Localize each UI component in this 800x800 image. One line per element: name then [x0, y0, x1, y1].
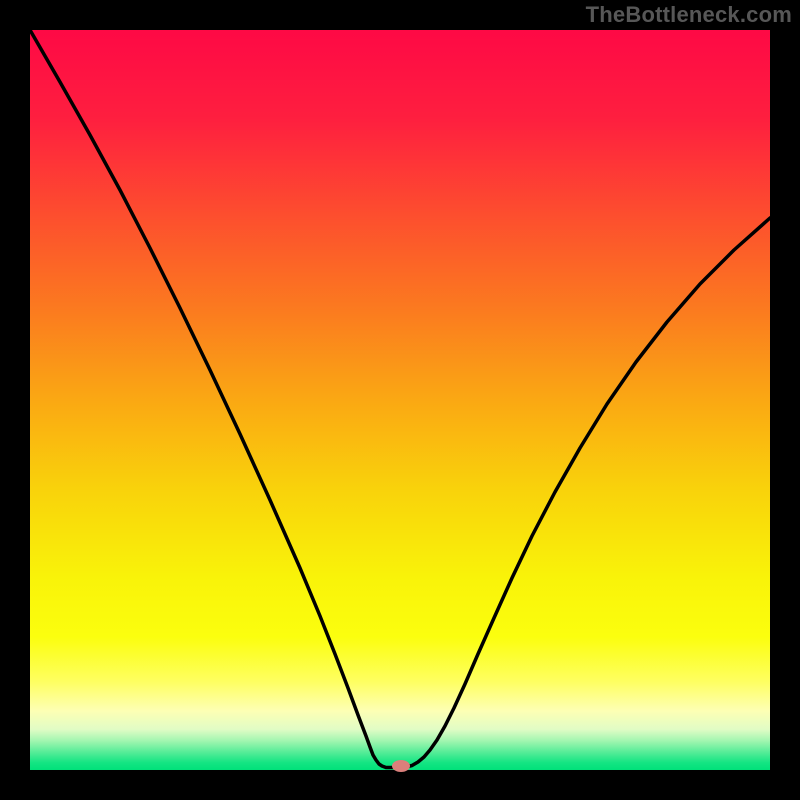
- bottleneck-chart: [0, 0, 800, 800]
- plot-background: [30, 30, 770, 770]
- watermark-text: TheBottleneck.com: [586, 2, 792, 28]
- optimal-point-marker: [392, 760, 410, 772]
